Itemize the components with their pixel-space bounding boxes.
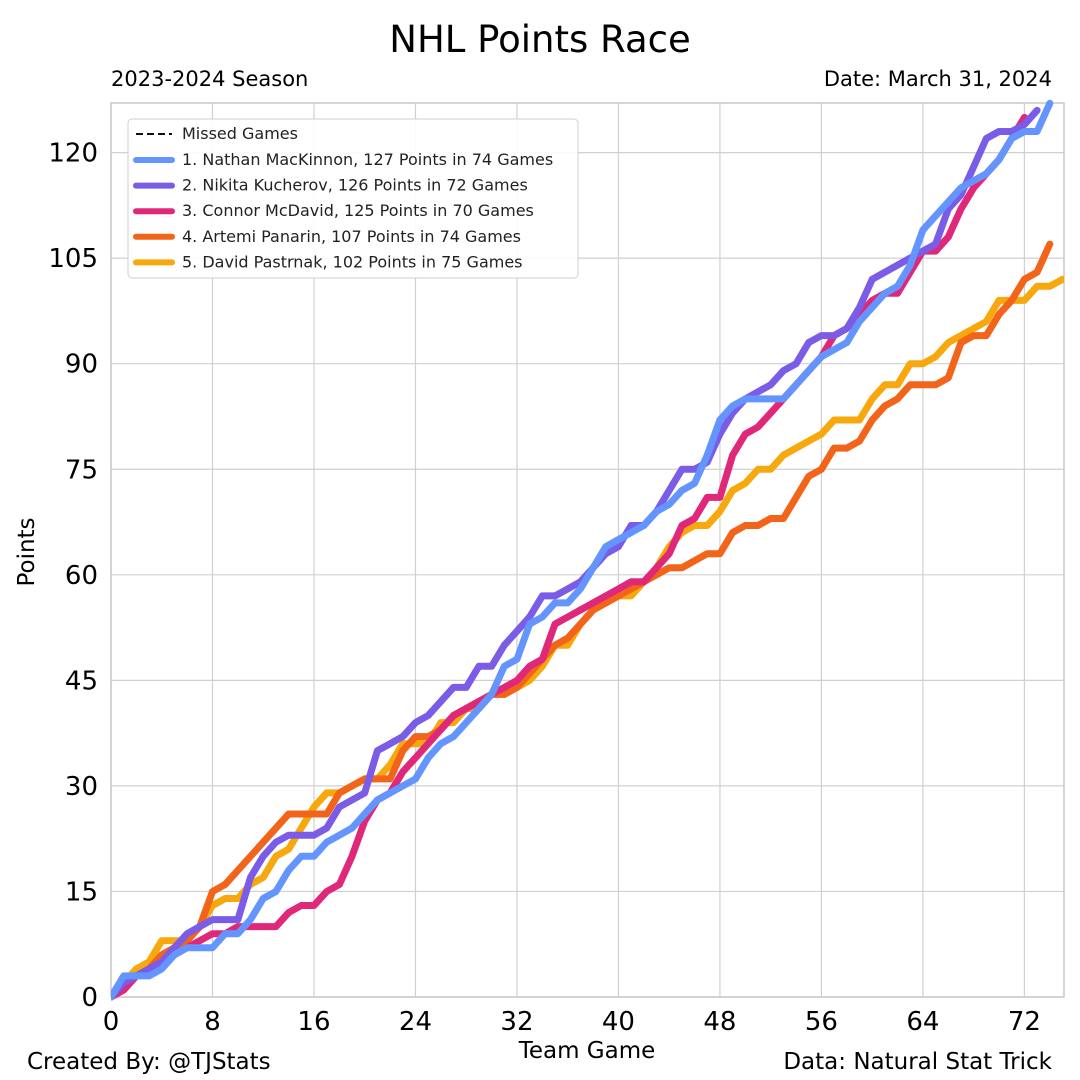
y-tick-label: 0 — [81, 983, 98, 1013]
legend-label-3: 3. Connor McDavid, 125 Points in 70 Game… — [182, 201, 534, 220]
x-tick-label: 0 — [103, 1007, 120, 1037]
legend-box — [127, 118, 579, 279]
x-tick-label: 8 — [204, 1007, 221, 1037]
x-axis-ticks: 0 8 16 24 32 40 48 56 64 72 — [103, 1007, 1041, 1037]
x-tick-label: 72 — [1008, 1007, 1041, 1037]
y-tick-label: 90 — [65, 350, 98, 380]
legend-label-1: 1. Nathan MacKinnon, 127 Points in 74 Ga… — [182, 150, 553, 169]
y-tick-label: 105 — [48, 244, 98, 274]
x-tick-label: 16 — [297, 1007, 330, 1037]
plot-frame — [110, 102, 1065, 998]
x-tick-label: 56 — [805, 1007, 838, 1037]
y-axis-label: Points — [14, 517, 40, 586]
y-tick-label: 120 — [48, 139, 98, 169]
date-label: Date: March 31, 2024 — [824, 67, 1052, 91]
legend: Missed Games 1. Nathan MacKinnon, 127 Po… — [127, 118, 579, 279]
y-tick-label: 15 — [65, 877, 98, 907]
series-lines — [111, 99, 1064, 1001]
legend-label-4: 4. Artemi Panarin, 107 Points in 74 Game… — [182, 227, 521, 246]
x-axis-label: Team Game — [518, 1038, 656, 1064]
x-tick-label: 48 — [703, 1007, 736, 1037]
x-tick-label: 64 — [906, 1007, 939, 1037]
y-tick-label: 30 — [65, 772, 98, 802]
series-line-2 — [111, 106, 1041, 1001]
legend-missed-games: Missed Games — [182, 124, 298, 143]
legend-series-entries: 1. Nathan MacKinnon, 127 Points in 74 Ga… — [133, 150, 553, 271]
x-tick-label: 24 — [399, 1007, 432, 1037]
season-label: 2023-2024 Season — [111, 67, 308, 91]
x-tick-label: 40 — [602, 1007, 635, 1037]
data-source-credit: Data: Natural Stat Trick — [783, 1049, 1052, 1075]
y-tick-label: 45 — [65, 666, 98, 696]
created-by-credit: Created By: @TJStats — [27, 1049, 271, 1075]
y-tick-label: 75 — [65, 455, 98, 485]
y-tick-label: 60 — [65, 561, 98, 591]
x-tick-label: 32 — [500, 1007, 533, 1037]
chart-title: NHL Points Race — [389, 18, 690, 61]
series-line-3 — [111, 113, 1028, 1001]
y-axis-ticks: 0 15 30 45 60 75 90 105 120 — [48, 139, 98, 1013]
series-line-1 — [111, 99, 1054, 1001]
legend-label-2: 2. Nikita Kucherov, 126 Points in 72 Gam… — [182, 176, 528, 195]
legend-label-5: 5. David Pastrnak, 102 Points in 75 Game… — [182, 252, 523, 271]
series-line-4 — [111, 240, 1054, 1001]
